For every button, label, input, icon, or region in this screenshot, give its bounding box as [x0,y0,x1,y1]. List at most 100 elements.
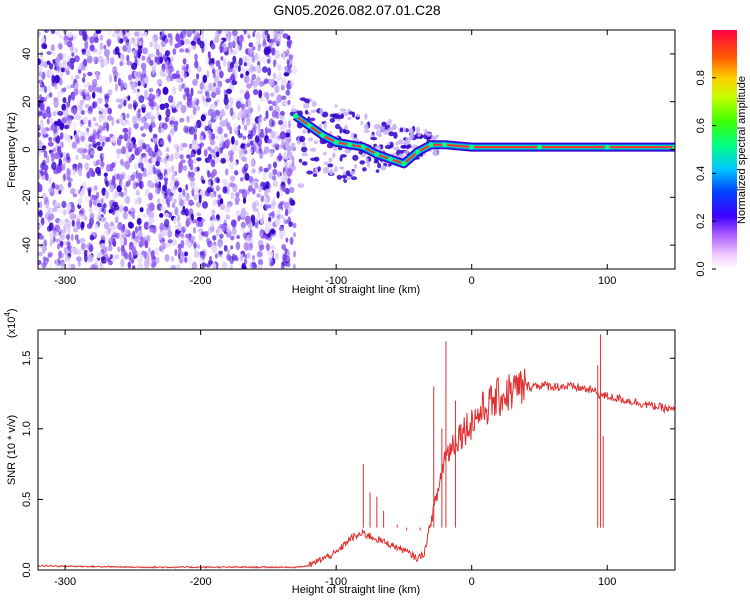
noise-blob [84,40,89,50]
noise-blob [144,162,150,169]
noise-blob [46,118,50,125]
noise-blob [209,192,216,198]
noise-blob [61,103,66,111]
noise-blob [57,146,62,154]
noise-blob [190,213,194,221]
noise-blob [93,185,98,191]
noise-blob [196,157,202,162]
noise-blob [293,250,297,258]
noise-blob [174,206,179,216]
noise-blob [119,174,124,180]
transition-blob [339,126,343,134]
x-tick-label: -200 [190,275,212,287]
transition-blob [400,145,407,149]
noise-blob [197,228,204,233]
noise-blob [238,152,245,160]
noise-blob [127,95,131,101]
noise-blob [149,41,153,48]
noise-blob [155,161,160,167]
noise-blob [245,215,251,224]
y-tick-label: 0.5 [21,492,33,507]
noise-blob [143,221,150,230]
noise-blob [252,66,257,72]
noise-blob [196,166,200,172]
noise-blob [185,218,190,228]
noise-blob [284,187,290,195]
noise-blob [47,110,52,119]
noise-blob [233,254,238,261]
noise-blob [113,204,120,211]
noise-blob [154,56,158,63]
transition-blob [289,145,294,150]
y-tick-label: 1.5 [21,351,33,366]
snr-exponent-label: (x104) [3,308,18,338]
noise-blob [134,50,138,55]
noise-blob [171,202,176,209]
noise-blob [158,114,162,121]
noise-blob [87,242,93,251]
noise-blob [147,169,152,176]
noise-blob [58,219,64,227]
noise-blob [174,180,180,187]
noise-blob [286,49,290,57]
noise-blob [51,161,57,171]
noise-blob [183,165,188,172]
noise-blob [73,228,79,233]
noise-blob [258,89,263,99]
noise-blob [259,54,264,62]
noise-blob [54,202,60,207]
transition-blob [328,157,333,163]
noise-blob [292,65,297,75]
y-tick-label: 0 [21,146,33,152]
transition-blob [322,151,327,156]
trace-point [360,144,366,150]
noise-blob [137,80,141,87]
noise-blob [270,130,276,139]
noise-blob [232,40,236,49]
noise-blob [39,81,43,87]
trace-point [428,142,434,148]
noise-blob [114,254,120,260]
noise-blob [112,32,116,38]
noise-blob [275,252,279,261]
noise-blob [47,251,54,256]
colorbar: 0.0 0.2 0.4 0.6 0.8 Normalized spectral ampl… [695,30,748,277]
transition-blob [306,170,314,175]
noise-blob [55,259,59,269]
noise-blob [259,230,264,238]
noise-blob [211,68,216,75]
noise-blob [41,71,46,80]
noise-blob [54,224,61,233]
noise-blob [264,78,268,84]
noise-blob [215,60,221,67]
noise-blob [227,150,231,157]
noise-blob [119,236,125,246]
noise-blob [207,181,211,188]
noise-blob [81,91,85,97]
noise-blob [226,35,232,42]
noise-blob [233,124,238,130]
transition-blob [389,141,394,148]
noise-blob [256,193,261,198]
noise-blob [217,30,222,35]
noise-blob [265,46,271,55]
transition-blob [352,154,359,161]
noise-blob [160,241,164,249]
noise-blob [214,146,218,153]
noise-blob [76,239,81,245]
noise-blob [101,153,105,159]
noise-blob [114,216,119,224]
noise-blob [173,120,179,127]
noise-blob [201,262,207,268]
noise-blob [249,228,253,238]
noise-blob [41,245,47,254]
noise-blob [214,135,220,140]
noise-blob [79,191,84,199]
noise-blob [38,66,43,72]
noise-blob [49,262,52,269]
noise-blob [116,148,122,155]
transition-blob [311,100,317,107]
noise-blob [177,224,183,232]
noise-blob [147,203,153,208]
noise-blob [188,66,192,75]
